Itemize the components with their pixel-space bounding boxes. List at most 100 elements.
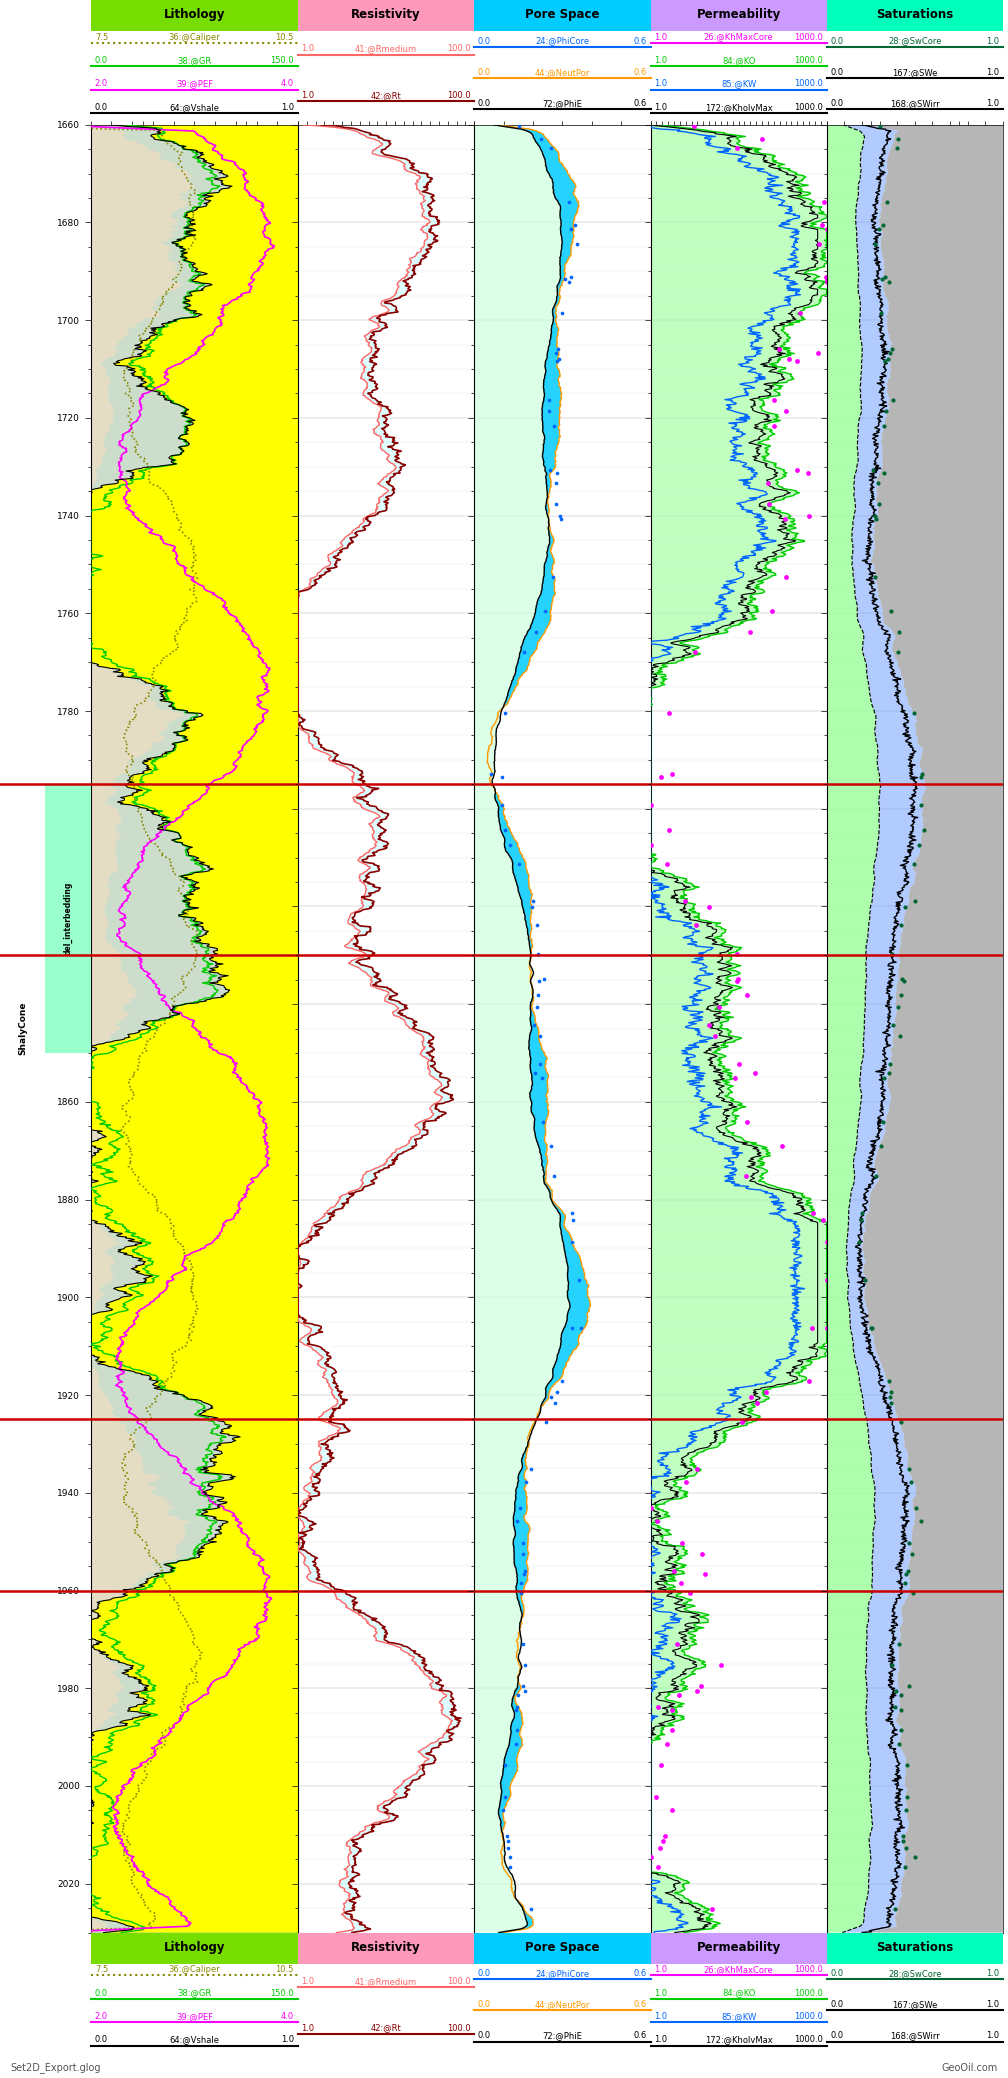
Text: 1.0: 1.0 bbox=[654, 56, 667, 64]
Point bbox=[546, 1160, 562, 1193]
FancyBboxPatch shape bbox=[298, 0, 475, 31]
Point bbox=[884, 1648, 900, 1681]
FancyBboxPatch shape bbox=[91, 0, 298, 31]
Point bbox=[872, 110, 888, 143]
Point bbox=[867, 499, 883, 532]
Point bbox=[895, 1824, 911, 1858]
Text: 38:@GR: 38:@GR bbox=[177, 1989, 212, 1997]
Point bbox=[642, 1841, 658, 1874]
Text: 1.0: 1.0 bbox=[301, 1976, 314, 1987]
Point bbox=[867, 561, 883, 594]
Point bbox=[776, 503, 792, 536]
Point bbox=[901, 1525, 917, 1558]
Point bbox=[895, 964, 911, 997]
Point bbox=[758, 1376, 774, 1409]
Text: 1000.0: 1000.0 bbox=[794, 1989, 824, 1997]
Point bbox=[739, 1105, 755, 1139]
Text: 7.5: 7.5 bbox=[95, 33, 108, 42]
Point bbox=[883, 594, 899, 628]
Point bbox=[554, 297, 571, 330]
Text: 0.0: 0.0 bbox=[478, 2032, 491, 2041]
Point bbox=[764, 594, 780, 628]
Point bbox=[528, 908, 544, 941]
Point bbox=[508, 1694, 524, 1727]
Text: Pore Space: Pore Space bbox=[525, 8, 600, 21]
Point bbox=[818, 262, 835, 295]
Text: 0.6: 0.6 bbox=[634, 69, 647, 77]
Text: Saturations: Saturations bbox=[876, 8, 954, 21]
Point bbox=[908, 1492, 924, 1525]
Point bbox=[749, 1386, 765, 1419]
Point bbox=[534, 1105, 550, 1139]
Point bbox=[562, 212, 579, 245]
Point bbox=[818, 1226, 835, 1259]
Point bbox=[541, 453, 557, 486]
Point bbox=[893, 1714, 909, 1748]
Point bbox=[516, 1556, 532, 1590]
Point bbox=[853, 1203, 869, 1236]
Text: 24:@PhiCore: 24:@PhiCore bbox=[535, 1970, 590, 1978]
Point bbox=[761, 486, 777, 520]
Point bbox=[867, 227, 883, 260]
Point bbox=[564, 1226, 581, 1259]
FancyBboxPatch shape bbox=[475, 0, 650, 31]
Point bbox=[541, 395, 557, 428]
Point bbox=[704, 1893, 720, 1926]
Point bbox=[532, 1047, 548, 1081]
Text: 100.0: 100.0 bbox=[448, 1976, 471, 1987]
Point bbox=[890, 123, 906, 156]
Text: 0.0: 0.0 bbox=[478, 100, 491, 108]
Point bbox=[884, 332, 900, 366]
Point bbox=[893, 979, 909, 1012]
Text: 150.0: 150.0 bbox=[270, 56, 294, 64]
Point bbox=[897, 1851, 913, 1885]
Point bbox=[518, 1465, 534, 1498]
Point bbox=[535, 962, 551, 995]
Point bbox=[697, 1556, 713, 1590]
Point bbox=[681, 1577, 698, 1610]
Text: 2.0: 2.0 bbox=[95, 2012, 108, 2022]
Text: 1.0: 1.0 bbox=[301, 44, 314, 54]
Point bbox=[904, 1538, 920, 1571]
Point bbox=[865, 453, 881, 486]
Text: 10.5: 10.5 bbox=[275, 1966, 294, 1974]
Text: 85:@KW: 85:@KW bbox=[721, 79, 756, 89]
Point bbox=[549, 345, 565, 378]
Point bbox=[548, 1376, 564, 1409]
Point bbox=[857, 1263, 873, 1297]
Text: 1.0: 1.0 bbox=[281, 2034, 294, 2045]
Point bbox=[818, 1263, 835, 1297]
Point bbox=[898, 1556, 914, 1590]
Point bbox=[876, 1062, 892, 1095]
Point bbox=[695, 1538, 711, 1571]
Point bbox=[873, 297, 889, 330]
Text: 167:@SWe: 167:@SWe bbox=[892, 69, 937, 77]
Point bbox=[515, 1627, 531, 1660]
Point bbox=[805, 1197, 822, 1230]
Point bbox=[551, 343, 568, 376]
Point bbox=[643, 1492, 659, 1525]
Point bbox=[502, 829, 518, 862]
Point bbox=[659, 1727, 675, 1760]
Text: 1.0: 1.0 bbox=[986, 2001, 1000, 2009]
Point bbox=[564, 1197, 581, 1230]
Point bbox=[517, 1648, 533, 1681]
Text: 1.0: 1.0 bbox=[654, 79, 667, 89]
Point bbox=[739, 979, 755, 1012]
Point bbox=[903, 1465, 919, 1498]
Text: Resistivity: Resistivity bbox=[352, 8, 421, 21]
Point bbox=[727, 1062, 743, 1095]
Point bbox=[550, 332, 566, 366]
Point bbox=[877, 345, 893, 378]
Point bbox=[780, 343, 796, 376]
Point bbox=[877, 260, 893, 293]
Text: 1000.0: 1000.0 bbox=[794, 102, 824, 112]
Point bbox=[484, 756, 500, 790]
Point bbox=[664, 1694, 680, 1727]
Text: 36:@Caliper: 36:@Caliper bbox=[168, 1966, 221, 1974]
Point bbox=[701, 889, 717, 923]
Text: 0.6: 0.6 bbox=[634, 100, 647, 108]
Point bbox=[526, 1008, 542, 1041]
Point bbox=[499, 1818, 515, 1851]
Point bbox=[905, 696, 921, 729]
